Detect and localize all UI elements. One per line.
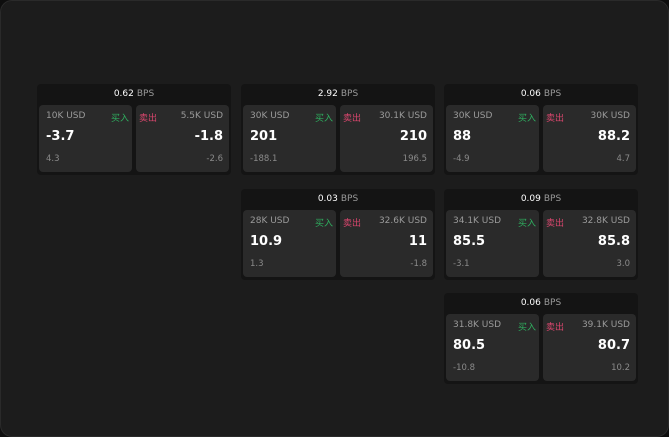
buy-size: 34.1K USD [453, 216, 502, 226]
sell-price: 210 [399, 129, 427, 144]
buy-button[interactable]: 10K USD 买入 -3.7 4.3 [39, 105, 132, 172]
spread-unit: BPS [340, 194, 359, 204]
quote-card: 0.06 BPS 30K USD 买入 88 -4.9 卖出 30K USD 88… [444, 84, 638, 175]
buy-price: 10.9 [250, 234, 283, 249]
buy-size: 28K USD [250, 216, 290, 226]
spread-unit: BPS [543, 298, 562, 308]
spread-header: 0.03 BPS [241, 189, 435, 210]
sell-label: 卖出 [546, 219, 565, 229]
sell-change: 3.0 [616, 259, 630, 269]
buy-button[interactable]: 34.1K USD 买入 85.5 -3.1 [446, 210, 539, 277]
buy-button[interactable]: 31.8K USD 买入 80.5 -10.8 [446, 314, 539, 381]
sell-label: 卖出 [343, 219, 362, 229]
sell-button[interactable]: 卖出 30K USD 88.2 4.7 [543, 105, 636, 172]
spread-header: 0.06 BPS [444, 293, 638, 314]
sell-price: 88.2 [597, 129, 630, 144]
spread-header: 2.92 BPS [241, 84, 435, 105]
spread-unit: BPS [543, 89, 562, 99]
sell-change: -1.8 [410, 259, 427, 269]
spread-unit: BPS [136, 89, 155, 99]
buy-size: 31.8K USD [453, 320, 502, 330]
buy-price: 88 [453, 129, 472, 144]
spread-value: 0.06 [520, 298, 541, 308]
sell-size: 30K USD [590, 111, 630, 121]
sell-button[interactable]: 卖出 32.8K USD 85.8 3.0 [543, 210, 636, 277]
buy-button[interactable]: 28K USD 买入 10.9 1.3 [243, 210, 336, 277]
buy-price: 80.5 [453, 338, 486, 353]
quote-card: 2.92 BPS 30K USD 买入 201 -188.1 卖出 30.1K U… [241, 84, 435, 175]
sell-button[interactable]: 卖出 30.1K USD 210 196.5 [340, 105, 433, 172]
buy-change: -3.1 [453, 259, 470, 269]
buy-change: -10.8 [453, 363, 475, 373]
buy-change: 1.3 [250, 259, 264, 269]
quote-card: 0.09 BPS 34.1K USD 买入 85.5 -3.1 卖出 32.8K … [444, 189, 638, 280]
buy-size: 10K USD [46, 111, 86, 121]
buy-size: 30K USD [453, 111, 493, 121]
sell-change: 196.5 [402, 154, 427, 164]
sell-size: 32.8K USD [581, 216, 630, 226]
quote-card: 0.62 BPS 10K USD 买入 -3.7 4.3 卖出 5.5K USD … [37, 84, 231, 175]
spread-value: 0.09 [520, 194, 541, 204]
sell-size: 39.1K USD [581, 320, 630, 330]
buy-price: 201 [250, 129, 278, 144]
spread-unit: BPS [543, 194, 562, 204]
spread-header: 0.06 BPS [444, 84, 638, 105]
buy-label: 买入 [314, 114, 333, 124]
sell-button[interactable]: 卖出 5.5K USD -1.8 -2.6 [136, 105, 229, 172]
sell-label: 卖出 [139, 114, 158, 124]
sell-change: 4.7 [616, 154, 630, 164]
buy-label: 买入 [110, 114, 129, 124]
sell-button[interactable]: 卖出 39.1K USD 80.7 10.2 [543, 314, 636, 381]
sell-price: -1.8 [194, 129, 223, 144]
buy-label: 买入 [517, 219, 536, 229]
buy-change: 4.3 [46, 154, 60, 164]
buy-change: -4.9 [453, 154, 470, 164]
sell-label: 卖出 [343, 114, 362, 124]
buy-label: 买入 [314, 219, 333, 229]
buy-price: -3.7 [46, 129, 75, 144]
spread-unit: BPS [340, 89, 359, 99]
sell-size: 30.1K USD [378, 111, 427, 121]
buy-button[interactable]: 30K USD 买入 201 -188.1 [243, 105, 336, 172]
buy-label: 买入 [517, 323, 536, 333]
quote-card: 0.03 BPS 28K USD 买入 10.9 1.3 卖出 32.6K USD… [241, 189, 435, 280]
buy-size: 30K USD [250, 111, 290, 121]
spread-value: 0.03 [317, 194, 338, 204]
sell-button[interactable]: 卖出 32.6K USD 11 -1.8 [340, 210, 433, 277]
sell-size: 5.5K USD [180, 111, 223, 121]
sell-price: 85.8 [597, 234, 630, 249]
sell-price: 11 [408, 234, 427, 249]
sell-label: 卖出 [546, 323, 565, 333]
spread-value: 2.92 [317, 89, 338, 99]
spread-value: 0.06 [520, 89, 541, 99]
buy-price: 85.5 [453, 234, 486, 249]
sell-price: 80.7 [597, 338, 630, 353]
sell-label: 卖出 [546, 114, 565, 124]
buy-button[interactable]: 30K USD 买入 88 -4.9 [446, 105, 539, 172]
spread-header: 0.09 BPS [444, 189, 638, 210]
quote-card: 0.06 BPS 31.8K USD 买入 80.5 -10.8 卖出 39.1K… [444, 293, 638, 384]
spread-value: 0.62 [113, 89, 134, 99]
spread-header: 0.62 BPS [37, 84, 231, 105]
buy-change: -188.1 [250, 154, 278, 164]
sell-change: -2.6 [206, 154, 223, 164]
sell-size: 32.6K USD [378, 216, 427, 226]
sell-change: 10.2 [611, 363, 630, 373]
buy-label: 买入 [517, 114, 536, 124]
